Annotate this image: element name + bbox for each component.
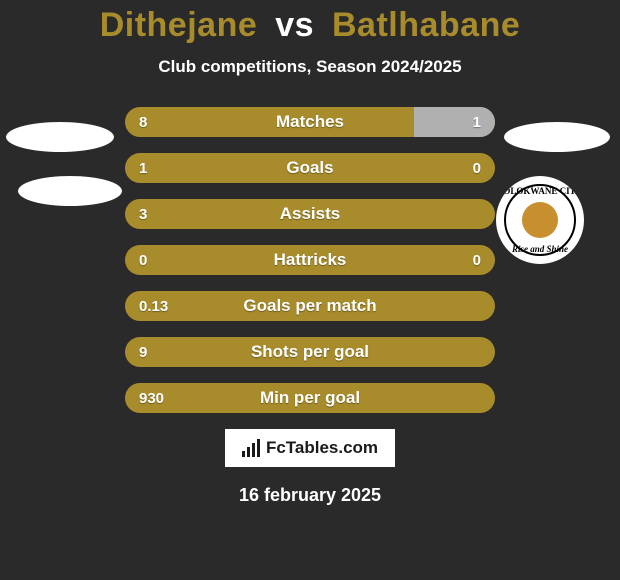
left-badge-oval-1 [6, 122, 114, 152]
stats-container: 8Matches11Goals03Assists0Hattricks00.13G… [125, 107, 495, 413]
stat-row: 1Goals0 [125, 153, 495, 183]
date-text: 16 february 2025 [0, 485, 620, 506]
watermark-text: FcTables.com [266, 438, 378, 458]
stat-row: 0Hattricks0 [125, 245, 495, 275]
stat-label: Hattricks [125, 250, 495, 270]
stat-label: Matches [125, 112, 495, 132]
subtitle: Club competitions, Season 2024/2025 [0, 57, 620, 77]
stat-label: Assists [125, 204, 495, 224]
stat-label: Goals per match [125, 296, 495, 316]
badge-center-icon [522, 202, 559, 239]
stat-label: Shots per goal [125, 342, 495, 362]
badge-bottom-text: Rise and Shine [512, 244, 568, 254]
stat-label: Min per goal [125, 388, 495, 408]
stat-row: 9Shots per goal [125, 337, 495, 367]
badge-top-text: POLOKWANE CITY [498, 186, 582, 196]
stat-row: 930Min per goal [125, 383, 495, 413]
left-badge-oval-2 [18, 176, 122, 206]
stat-row: 3Assists [125, 199, 495, 229]
stat-value-right: 0 [473, 160, 481, 177]
watermark-bars-icon [242, 439, 260, 457]
stat-row: 0.13Goals per match [125, 291, 495, 321]
right-badge-circle: POLOKWANE CITY Rise and Shine [496, 176, 584, 264]
comparison-title: Dithejane vs Batlhabane [0, 0, 620, 45]
watermark: FcTables.com [225, 429, 395, 467]
stat-label: Goals [125, 158, 495, 178]
title-player1: Dithejane [100, 6, 258, 44]
stat-value-right: 1 [473, 114, 481, 131]
title-player2: Batlhabane [332, 6, 520, 44]
badge-inner-ring [504, 184, 576, 256]
right-badge-oval [504, 122, 610, 152]
title-vs: vs [275, 6, 314, 44]
stat-row: 8Matches1 [125, 107, 495, 137]
stat-value-right: 0 [473, 252, 481, 269]
